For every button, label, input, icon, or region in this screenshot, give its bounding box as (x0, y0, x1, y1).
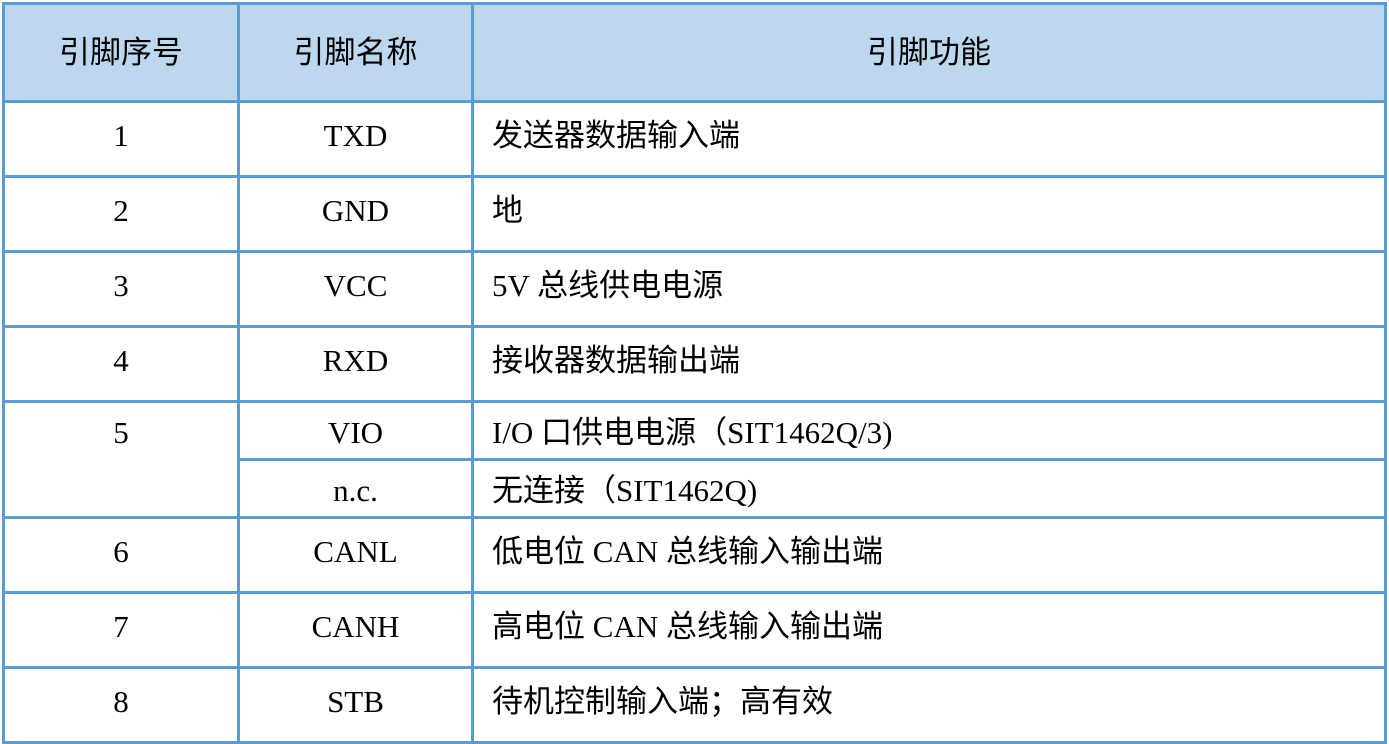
pin-number: 8 (2, 666, 240, 744)
table-row: 4 RXD 接收器数据输出端 (2, 325, 1387, 403)
table-row: 1 TXD 发送器数据输入端 (2, 100, 1387, 178)
pin-function: 待机控制输入端；高有效 (471, 666, 1387, 744)
table-row: 8 STB 待机控制输入端；高有效 (2, 666, 1387, 744)
pin-number: 5 (2, 400, 240, 519)
pin-number: 7 (2, 591, 240, 669)
pin-name: VIO (237, 400, 474, 461)
pin-function: 低电位 CAN 总线输入输出端 (471, 516, 1387, 594)
header-pin-function: 引脚功能 (471, 2, 1387, 103)
pin-function: 发送器数据输入端 (471, 100, 1387, 178)
table-row: 6 CANL 低电位 CAN 总线输入输出端 (2, 516, 1387, 594)
table-row: 2 GND 地 (2, 175, 1387, 253)
pin-name: CANH (237, 591, 474, 669)
pin-function: 地 (471, 175, 1387, 253)
pin-function: I/O 口供电电源（SIT1462Q/3) (471, 400, 1387, 461)
table-row: 3 VCC 5V 总线供电电源 (2, 250, 1387, 328)
pin-number: 1 (2, 100, 240, 178)
pin-function: 接收器数据输出端 (471, 325, 1387, 403)
pin-number: 3 (2, 250, 240, 328)
pin-name: STB (237, 666, 474, 744)
pin-number: 4 (2, 325, 240, 403)
pin-name: GND (237, 175, 474, 253)
pin-name: CANL (237, 516, 474, 594)
table-row: 5 VIO I/O 口供电电源（SIT1462Q/3) (2, 400, 1387, 519)
pin-name: TXD (237, 100, 474, 178)
header-pin-name: 引脚名称 (237, 2, 474, 103)
pin-function: 无连接（SIT1462Q) (471, 458, 1387, 519)
pin-number: 2 (2, 175, 240, 253)
header-row: 引脚序号 引脚名称 引脚功能 (2, 2, 1387, 103)
table-row: 7 CANH 高电位 CAN 总线输入输出端 (2, 591, 1387, 669)
header-pin-number: 引脚序号 (2, 2, 240, 103)
pin-function: 高电位 CAN 总线输入输出端 (471, 591, 1387, 669)
pin-name: VCC (237, 250, 474, 328)
pin-number: 6 (2, 516, 240, 594)
pin-function: 5V 总线供电电源 (471, 250, 1387, 328)
pin-name: n.c. (237, 458, 474, 519)
table-row: n.c. 无连接（SIT1462Q) (4, 458, 1387, 519)
pin-name: RXD (237, 325, 474, 403)
